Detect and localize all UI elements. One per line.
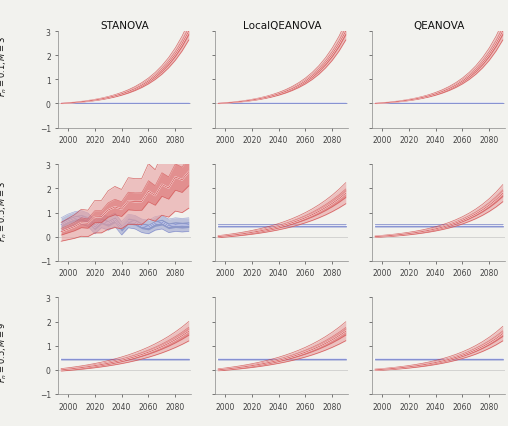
Title: QEANOVA: QEANOVA	[413, 21, 465, 31]
Title: STANOVA: STANOVA	[101, 21, 149, 31]
Title: LocalQEANOVA: LocalQEANOVA	[243, 21, 321, 31]
Text: $F_n = 0.5; M = 9$: $F_n = 0.5; M = 9$	[0, 321, 9, 382]
Text: $F_n = 0.1; M = 3$: $F_n = 0.1; M = 3$	[0, 36, 9, 96]
Text: $F_n = 0.5; M = 3$: $F_n = 0.5; M = 3$	[0, 181, 9, 241]
